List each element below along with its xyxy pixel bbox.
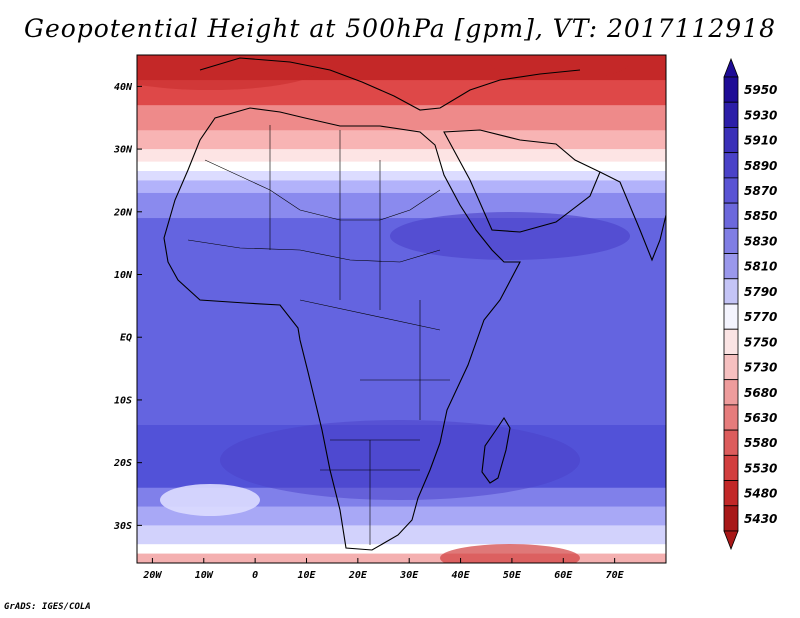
colorbar-swatch-5930 <box>723 101 739 128</box>
border-sahel <box>187 239 441 263</box>
colorbar-label-5890: 5890 <box>744 159 777 173</box>
height-band-13 <box>137 525 666 545</box>
colorbar-swatch-5770 <box>723 303 739 330</box>
colorbar-swatch-5890 <box>723 152 739 179</box>
colorbar-swatch-5850 <box>723 202 739 229</box>
border-east <box>330 300 450 441</box>
height-band-2 <box>137 105 666 131</box>
lat-label-30S: 30S <box>113 521 132 532</box>
colorbar-swatch-5730 <box>723 354 739 381</box>
colorbar-swatch-5480 <box>723 480 739 507</box>
colorbar-swatch-5630 <box>723 404 739 431</box>
colorbar-label-5790: 5790 <box>744 285 777 299</box>
colorbar-label-5430: 5430 <box>744 512 777 526</box>
height-band-5 <box>137 161 666 172</box>
field-anomalies <box>137 55 630 563</box>
high-center-north-africa <box>137 55 320 90</box>
colorbar-label-5680: 5680 <box>744 386 777 400</box>
map-frame <box>136 54 667 564</box>
colorbar-label-5530: 5530 <box>744 461 777 475</box>
colorbar-swatch-5750 <box>723 328 739 355</box>
coastline-india <box>599 171 666 262</box>
colorbar-swatch-5580 <box>723 429 739 456</box>
coastline-madagascar <box>481 416 511 484</box>
trough-east-africa <box>390 212 630 260</box>
height-band-6 <box>137 171 666 181</box>
colorbar-swatch-5430 <box>723 505 739 532</box>
colorbar-label-5750: 5750 <box>744 335 777 349</box>
lat-label-40N: 40N <box>114 82 133 93</box>
lon-label-10E: 10E <box>297 570 316 581</box>
lon-label-10W: 10W <box>195 570 214 581</box>
height-band-15 <box>137 553 666 563</box>
axis-ticks: 40N 30N 20N 10N EQ 10S 20S 30S 20W 10W 0 10E 20E 30E 4… <box>113 82 625 581</box>
colorbar-swatch-5530 <box>723 454 739 481</box>
map-panel <box>137 55 666 563</box>
lon-label-70E: 70E <box>606 570 625 581</box>
border-central <box>269 125 441 331</box>
colorbar-label-5730: 5730 <box>744 361 777 375</box>
border-south <box>320 440 420 545</box>
height-band-3 <box>137 130 666 150</box>
colorbar-label-5950: 5950 <box>744 83 777 97</box>
colorbar-label-5830: 5830 <box>744 234 777 248</box>
colorbar-top-arrow <box>723 57 739 78</box>
colorbar-swatch-5810 <box>723 253 739 280</box>
colorbar-label-5870: 5870 <box>744 184 777 198</box>
ridge-south-atlantic <box>160 484 260 516</box>
colorbar-label-5810: 5810 <box>744 260 777 274</box>
country-borders <box>187 125 450 545</box>
lat-label-20S: 20S <box>113 458 132 469</box>
colorbar-label-5850: 5850 <box>744 209 777 223</box>
lat-label-10N: 10N <box>114 270 133 281</box>
colorbar-swatch-5910 <box>723 127 739 154</box>
colorbar-label-5630: 5630 <box>744 411 777 425</box>
colorbar-label-5770: 5770 <box>744 310 777 324</box>
lon-label-60E: 60E <box>554 570 573 581</box>
lon-label-40E: 40E <box>452 570 471 581</box>
height-band-12 <box>137 506 666 526</box>
lat-label-EQ: EQ <box>120 333 132 344</box>
height-band-4 <box>137 149 666 163</box>
lat-label-20N: 20N <box>113 207 133 218</box>
lat-label-10S: 10S <box>114 395 132 406</box>
lon-label-0: 0 <box>252 570 258 581</box>
coastline-layer <box>163 57 666 551</box>
lon-label-20E: 20E <box>348 570 368 581</box>
plot-title: Geopotential Height at 500hPa [gpm], VT:… <box>23 14 777 43</box>
lat-label-30N: 30N <box>113 145 133 156</box>
colorbar-swatch-5950 <box>723 76 739 103</box>
lon-label-20W: 20W <box>142 570 162 581</box>
lon-label-50E: 50E <box>503 570 522 581</box>
height-band-8 <box>137 192 666 219</box>
colorbar-label-5930: 5930 <box>744 108 777 122</box>
colorbar-label-5910: 5910 <box>744 134 777 148</box>
lon-label-30E: 30E <box>399 570 419 581</box>
high-center-arabian-sea <box>490 55 630 80</box>
colorbar-swatch-5790 <box>723 278 739 305</box>
height-band-7 <box>137 180 666 194</box>
colorbar-swatch-5870 <box>723 177 739 204</box>
colorbar-label-5480: 5480 <box>744 487 777 501</box>
trough-southern-africa <box>220 420 580 500</box>
coastline-africa <box>163 107 521 551</box>
grads-credit: GrADS: IGES/COLA <box>4 602 91 612</box>
colorbar-label-5580: 5580 <box>744 436 777 450</box>
height-band-14 <box>137 544 666 555</box>
low-center-south-indian <box>440 544 580 563</box>
coastline-europe <box>199 57 581 111</box>
colorbar-swatch-5830 <box>723 227 739 254</box>
colorbar: 5950 5930 5910 5890 5870 5850 5830 5810 5790 5770… <box>723 57 777 551</box>
coastline-arabia <box>443 129 601 233</box>
colorbar-swatch-5680 <box>723 379 739 406</box>
colorbar-bottom-arrow <box>723 530 739 551</box>
